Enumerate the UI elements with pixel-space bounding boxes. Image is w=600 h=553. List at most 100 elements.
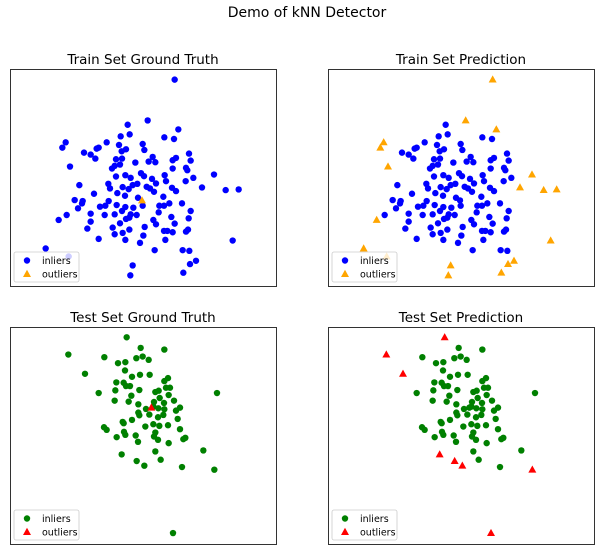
inlier-point <box>141 223 148 231</box>
inlier-point <box>169 165 176 172</box>
inlier-point <box>140 232 147 239</box>
inlier-point <box>170 397 178 404</box>
inlier-point <box>155 209 162 216</box>
inlier-point <box>155 387 162 394</box>
inlier-point <box>479 377 486 385</box>
inlier-point <box>92 155 99 162</box>
subplot-1: Train Set Ground Truth inliers outliers <box>10 52 277 287</box>
inlier-point <box>405 151 412 158</box>
inlier-point <box>439 367 447 374</box>
inlier-point <box>182 434 189 442</box>
inlier-point <box>479 346 486 353</box>
inlier-point <box>160 193 167 200</box>
inlier-point <box>496 463 504 471</box>
inlier-point <box>122 171 129 179</box>
inlier-point <box>502 167 509 174</box>
inlier-point <box>136 412 143 419</box>
inlier-point <box>482 227 489 235</box>
legend: inliers outliers <box>13 509 80 541</box>
inlier-point <box>478 193 485 200</box>
inlier-point <box>431 201 438 209</box>
inlier-point <box>456 197 464 204</box>
inlier-point <box>169 529 177 537</box>
inlier-point <box>392 205 400 212</box>
inlier-point <box>442 121 449 128</box>
inlier-point <box>469 246 476 254</box>
outlier-point <box>450 456 459 464</box>
inlier-point <box>457 140 464 148</box>
inlier-point <box>464 371 471 378</box>
inlier-point <box>145 158 152 165</box>
inlier-point <box>42 245 49 252</box>
legend-label-inliers: inliers <box>360 256 389 267</box>
inlier-point <box>414 203 422 210</box>
outlier-point <box>528 170 536 178</box>
inlier-point <box>443 398 450 405</box>
inlier-point <box>187 157 194 164</box>
inlier-point <box>396 200 404 207</box>
inlier-point <box>121 192 129 199</box>
inlier-point <box>136 239 144 247</box>
inlier-point <box>505 207 512 215</box>
inlier-point <box>111 397 118 404</box>
legend-inlier-marker <box>341 515 349 522</box>
inlier-point <box>136 386 143 394</box>
outlier-point <box>552 185 561 193</box>
inlier-point <box>128 416 136 424</box>
inlier-point <box>118 207 126 215</box>
outlier-point <box>444 271 453 279</box>
inlier-point <box>466 175 474 183</box>
inlier-point <box>129 262 136 269</box>
inlier-point <box>479 171 486 179</box>
outlier-point <box>492 125 501 133</box>
inlier-point <box>160 202 168 209</box>
inlier-point <box>137 344 144 352</box>
inlier-point <box>150 188 158 195</box>
inlier-point <box>134 194 142 201</box>
inlier-point <box>458 172 466 180</box>
axes-frame <box>328 327 595 545</box>
inlier-point <box>106 185 114 192</box>
legend-inlier-marker <box>341 257 349 264</box>
inlier-point <box>87 151 94 158</box>
outlier-point <box>497 268 506 276</box>
outlier-point <box>147 403 156 411</box>
inlier-point <box>229 237 236 244</box>
inlier-point <box>155 405 162 412</box>
outlier-point <box>440 333 449 341</box>
inlier-point <box>133 354 140 362</box>
inlier-point <box>116 220 124 227</box>
legend-outlier-marker <box>23 269 31 277</box>
inlier-point <box>151 246 158 254</box>
inlier-point <box>65 351 72 358</box>
outlier-point <box>376 143 385 151</box>
inlier-point <box>454 386 461 394</box>
inlier-point <box>164 422 172 429</box>
inlier-point <box>458 232 465 239</box>
outlier-point <box>510 256 518 264</box>
inlier-point <box>468 421 475 428</box>
inlier-point <box>483 391 490 399</box>
inlier-point <box>429 211 436 218</box>
inlier-point <box>474 394 481 402</box>
inlier-point <box>503 150 511 157</box>
inlier-point <box>423 197 430 205</box>
subplot-3: Test Set Ground Truth inliers outliers <box>10 310 277 545</box>
inlier-point <box>182 177 189 185</box>
inlier-point <box>478 411 485 419</box>
outlier-point <box>528 465 537 473</box>
inlier-point <box>124 121 131 128</box>
inlier-point <box>122 431 129 439</box>
inlier-point <box>184 167 191 174</box>
inlier-point <box>463 158 470 165</box>
inlier-point <box>78 200 86 207</box>
inlier-point <box>451 354 458 362</box>
inlier-point <box>120 420 127 427</box>
inlier-point <box>502 226 510 233</box>
inlier-point <box>439 192 447 199</box>
inlier-point <box>156 202 163 209</box>
inlier-point <box>122 358 129 366</box>
inlier-point <box>405 218 412 225</box>
inlier-point <box>452 180 459 188</box>
inlier-point <box>174 415 181 423</box>
